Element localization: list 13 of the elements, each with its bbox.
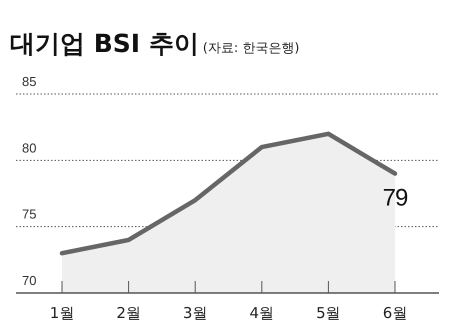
x-tick-label: 1월 bbox=[50, 304, 74, 322]
y-tick-label: 80 bbox=[22, 140, 36, 156]
x-tick-label: 6월 bbox=[382, 304, 408, 322]
x-tick-label: 2월 bbox=[116, 304, 141, 322]
y-tick-label: 70 bbox=[22, 273, 36, 288]
x-tick-label: 5월 bbox=[316, 304, 341, 322]
y-tick-label: 75 bbox=[22, 206, 36, 222]
annotation: 79 bbox=[382, 184, 408, 212]
chart-subtitle: (자료: 한국은행) bbox=[202, 41, 300, 56]
y-tick-label: 85 bbox=[22, 74, 36, 89]
chart-title: 대기업 BSI 추이 bbox=[10, 29, 199, 58]
x-tick-label: 3월 bbox=[182, 304, 208, 322]
x-tick-label: 4월 bbox=[250, 304, 274, 322]
